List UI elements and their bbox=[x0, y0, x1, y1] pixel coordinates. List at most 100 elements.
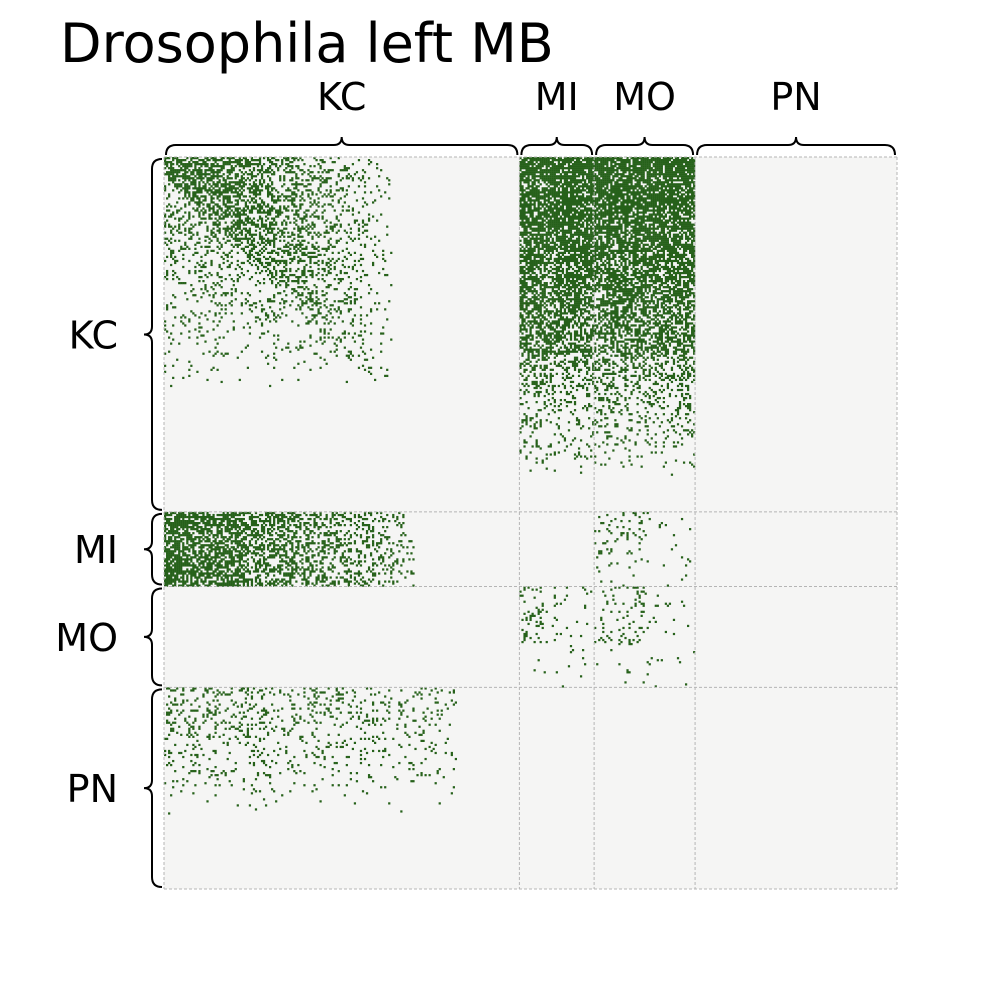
edge-cell bbox=[525, 231, 528, 234]
edge-cell bbox=[519, 280, 522, 283]
edge-cell bbox=[531, 187, 534, 190]
edge-cell bbox=[549, 282, 552, 285]
edge-cell bbox=[525, 205, 528, 208]
edge-cell bbox=[264, 356, 268, 359]
edge-cell bbox=[303, 267, 306, 271]
edge-cell bbox=[244, 227, 247, 230]
edge-cell bbox=[563, 177, 567, 180]
edge-cell bbox=[238, 183, 241, 186]
edge-cell bbox=[236, 280, 239, 283]
edge-cell bbox=[579, 233, 583, 236]
edge-cell bbox=[264, 211, 268, 214]
edge-cell bbox=[234, 173, 237, 176]
edge-cell bbox=[557, 203, 560, 206]
edge-cell bbox=[224, 189, 227, 192]
edge-cell bbox=[275, 269, 278, 273]
edge-cell bbox=[287, 157, 290, 160]
edge-cell bbox=[216, 195, 219, 198]
edge-cell bbox=[301, 294, 304, 297]
edge-cell bbox=[527, 203, 530, 206]
edge-cell bbox=[559, 241, 562, 244]
edge-cell bbox=[571, 191, 575, 194]
edge-cell bbox=[557, 288, 560, 291]
edge-cell bbox=[571, 175, 575, 178]
edge-cell bbox=[305, 215, 308, 218]
edge-cell bbox=[561, 163, 565, 166]
edge-cell bbox=[586, 306, 589, 309]
edge-cell bbox=[208, 167, 211, 170]
edge-cell bbox=[541, 217, 544, 220]
edge-cell bbox=[228, 187, 231, 190]
edge-cell bbox=[573, 227, 577, 230]
edge-cell bbox=[353, 288, 357, 291]
edge-cell bbox=[529, 286, 532, 289]
edge-cell bbox=[317, 253, 320, 257]
edge-cell bbox=[321, 215, 324, 218]
edge-cell bbox=[228, 302, 231, 305]
edge-cell bbox=[531, 253, 534, 257]
edge-cell bbox=[218, 189, 221, 192]
edge-cell bbox=[571, 217, 575, 220]
edge-cell bbox=[584, 280, 587, 283]
edge-cell bbox=[539, 320, 542, 323]
edge-cell bbox=[289, 251, 292, 254]
edge-cell bbox=[269, 221, 272, 224]
edge-cell bbox=[200, 179, 203, 182]
edge-cell bbox=[273, 334, 276, 337]
edge-cell bbox=[172, 169, 175, 172]
edge-cell bbox=[539, 267, 542, 271]
edge-cell bbox=[565, 257, 569, 261]
edge-cell bbox=[553, 340, 556, 343]
edge-cell bbox=[577, 201, 581, 204]
edge-cell bbox=[303, 199, 306, 202]
edge-cell bbox=[335, 348, 338, 351]
edge-cell bbox=[323, 330, 326, 333]
edge-cell bbox=[182, 165, 185, 168]
edge-cell bbox=[299, 241, 302, 244]
edge-cell bbox=[254, 251, 258, 254]
edge-cell bbox=[283, 306, 286, 309]
edge-cell bbox=[539, 157, 542, 160]
edge-cell bbox=[260, 261, 264, 265]
edge-cell bbox=[523, 308, 526, 311]
edge-cell bbox=[561, 237, 565, 240]
edge-cell bbox=[224, 183, 227, 186]
edge-cell bbox=[242, 211, 245, 214]
edge-cell bbox=[279, 209, 282, 212]
edge-cell bbox=[577, 191, 581, 194]
edge-cell bbox=[553, 259, 556, 263]
edge-cell bbox=[573, 215, 577, 218]
edge-cell bbox=[525, 181, 528, 184]
edge-cell bbox=[170, 165, 173, 168]
edge-cell bbox=[539, 221, 542, 224]
edge-cell bbox=[365, 358, 369, 361]
edge-cell bbox=[575, 179, 579, 182]
edge-cell bbox=[575, 191, 579, 194]
edge-cell bbox=[198, 183, 201, 186]
edge-cell bbox=[331, 251, 334, 254]
edge-cell bbox=[329, 320, 332, 323]
edge-cell bbox=[537, 209, 540, 212]
edge-cell bbox=[293, 366, 296, 369]
edge-cell bbox=[329, 189, 332, 192]
edge-cell bbox=[252, 193, 256, 196]
edge-cell bbox=[252, 233, 256, 236]
edge-cell bbox=[571, 312, 575, 315]
edge-cell bbox=[291, 209, 294, 212]
edge-cell bbox=[234, 199, 237, 202]
edge-cell bbox=[303, 302, 306, 305]
edge-cell bbox=[581, 213, 585, 216]
edge-cell bbox=[254, 179, 258, 182]
edge-cell bbox=[541, 169, 544, 172]
edge-cell bbox=[174, 185, 177, 188]
edge-cell bbox=[539, 308, 542, 311]
edge-cell bbox=[549, 207, 552, 210]
edge-cell bbox=[206, 245, 209, 248]
edge-cell bbox=[198, 203, 201, 206]
edge-cell bbox=[236, 273, 239, 277]
edge-cell bbox=[533, 187, 536, 190]
edge-cell bbox=[222, 292, 225, 295]
edge-cell bbox=[565, 207, 569, 210]
edge-cell bbox=[355, 269, 359, 273]
edge-cell bbox=[549, 286, 552, 289]
